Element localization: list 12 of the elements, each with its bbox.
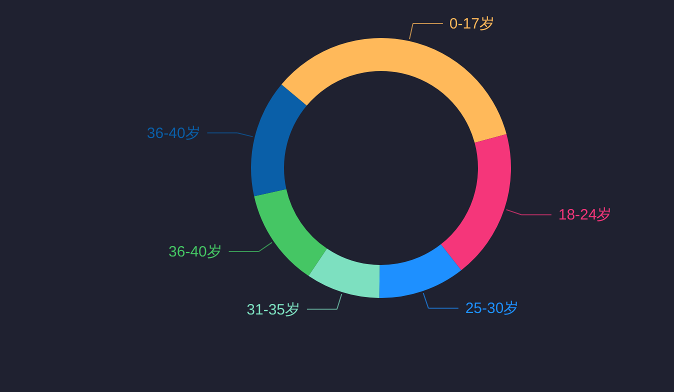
slice-label: 36-40岁 — [168, 243, 222, 260]
slice-label: 18-24岁 — [558, 206, 612, 224]
slice-label: 25-30岁 — [465, 300, 519, 318]
donut-slice — [251, 84, 307, 196]
donut-slice — [308, 248, 380, 298]
donut-slice — [281, 38, 507, 143]
donut-slice — [254, 189, 327, 276]
slice-label: 31-35岁 — [246, 301, 300, 318]
slice-label: 0-17岁 — [449, 15, 494, 32]
donut-slice — [440, 134, 511, 270]
slice-label: 36-40岁 — [146, 124, 200, 142]
donut-slice — [379, 244, 462, 298]
